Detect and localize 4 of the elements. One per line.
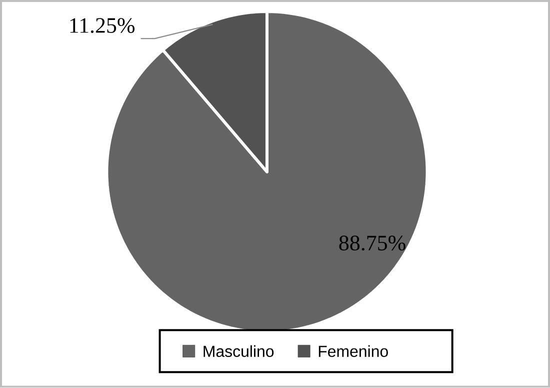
data-label: 11.25%: [70, 18, 134, 34]
data-label: 88.75%: [339, 236, 406, 251]
legend-label: Masculino: [204, 345, 274, 358]
legend-label: Femenino: [318, 345, 388, 358]
